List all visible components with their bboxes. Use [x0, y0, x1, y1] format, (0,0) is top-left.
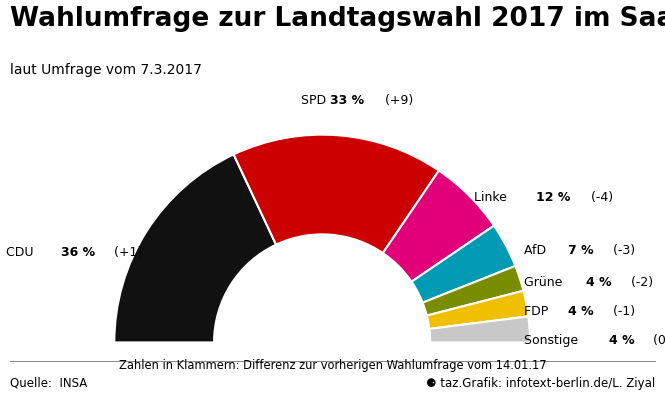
Text: (+1): (+1)	[110, 245, 142, 258]
Text: Wahlumfrage zur Landtagswahl 2017 im Saarland: Wahlumfrage zur Landtagswahl 2017 im Saa…	[10, 6, 665, 32]
Text: (-3): (-3)	[609, 244, 635, 257]
Text: SPD: SPD	[301, 93, 331, 106]
Text: (+9): (+9)	[381, 93, 414, 106]
Wedge shape	[412, 226, 515, 303]
Text: FDP: FDP	[524, 304, 552, 317]
Text: (-1): (-1)	[609, 304, 635, 317]
Text: (-2): (-2)	[626, 275, 652, 288]
Text: laut Umfrage vom 7.3.2017: laut Umfrage vom 7.3.2017	[10, 63, 202, 77]
Text: 33 %: 33 %	[331, 93, 364, 106]
Wedge shape	[114, 155, 276, 343]
Text: 7 %: 7 %	[569, 244, 594, 257]
Wedge shape	[422, 266, 523, 316]
Text: (0): (0)	[650, 333, 665, 346]
Text: 4 %: 4 %	[569, 304, 594, 317]
Text: Grüne: Grüne	[524, 275, 566, 288]
Text: Sonstige: Sonstige	[524, 333, 582, 346]
Wedge shape	[427, 291, 528, 329]
Text: 4 %: 4 %	[586, 275, 612, 288]
Wedge shape	[430, 317, 530, 343]
Text: 4 %: 4 %	[609, 333, 634, 346]
Text: AfD: AfD	[524, 244, 550, 257]
Wedge shape	[233, 135, 439, 254]
Text: 12 %: 12 %	[536, 191, 571, 204]
Text: CDU: CDU	[6, 245, 38, 258]
Text: Linke: Linke	[473, 191, 511, 204]
Text: 36 %: 36 %	[61, 245, 96, 258]
Text: ⚈ taz.Grafik: infotext-berlin.de/L. Ziyal: ⚈ taz.Grafik: infotext-berlin.de/L. Ziya…	[426, 376, 655, 389]
Text: Zahlen in Klammern: Differenz zur vorherigen Wahlumfrage vom 14.01.17: Zahlen in Klammern: Differenz zur vorher…	[118, 358, 547, 371]
Text: Quelle:  INSA: Quelle: INSA	[10, 376, 87, 389]
Text: (-4): (-4)	[587, 191, 613, 204]
Wedge shape	[383, 171, 494, 282]
